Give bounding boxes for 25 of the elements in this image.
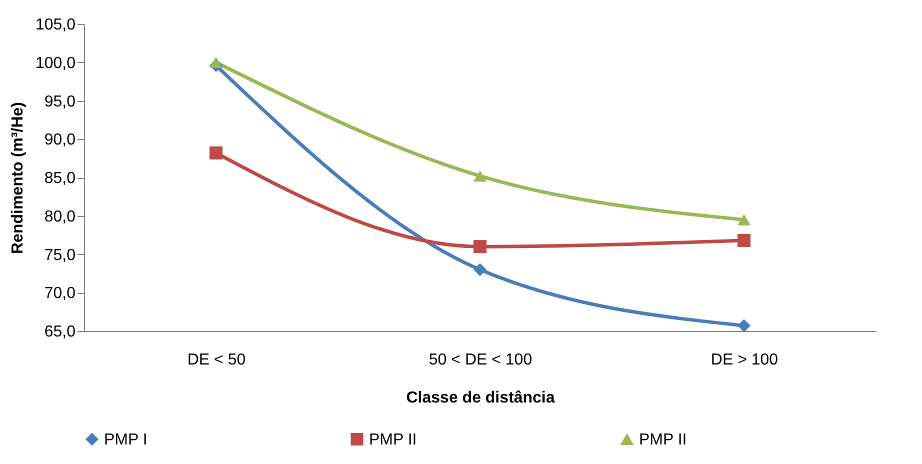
x-axis-title: Classe de distância [406,390,555,406]
y-tick-label: 75,0 [44,246,76,264]
x-tick-label: 50 < DE < 100 [428,352,532,368]
legend-label: PMP I [104,431,148,448]
y-tick-label: 70,0 [44,285,76,302]
point [473,263,487,276]
y-tick-label: 85,0 [44,170,76,187]
y-tick-label: 95,0 [44,93,76,110]
y-tick-label: 105,0 [35,16,76,34]
legend-label: PMP II [369,431,417,448]
point [737,234,751,247]
point [209,56,223,68]
x-tick-label: DE > 100 [710,352,778,368]
point [209,146,223,160]
y-tick-label: 90,0 [44,132,76,149]
legend-label: PMP II [639,432,687,448]
point [473,240,487,254]
y-tick-label: 80,0 [44,208,76,226]
point [737,319,751,332]
point [473,170,487,182]
x-tick-label: DE < 50 [187,352,246,368]
y-axis-title: Rendimento (m³/He) [9,102,26,254]
y-tick-label: 100,0 [35,54,76,72]
point [737,214,751,226]
y-tick-label: 65,0 [44,324,76,340]
